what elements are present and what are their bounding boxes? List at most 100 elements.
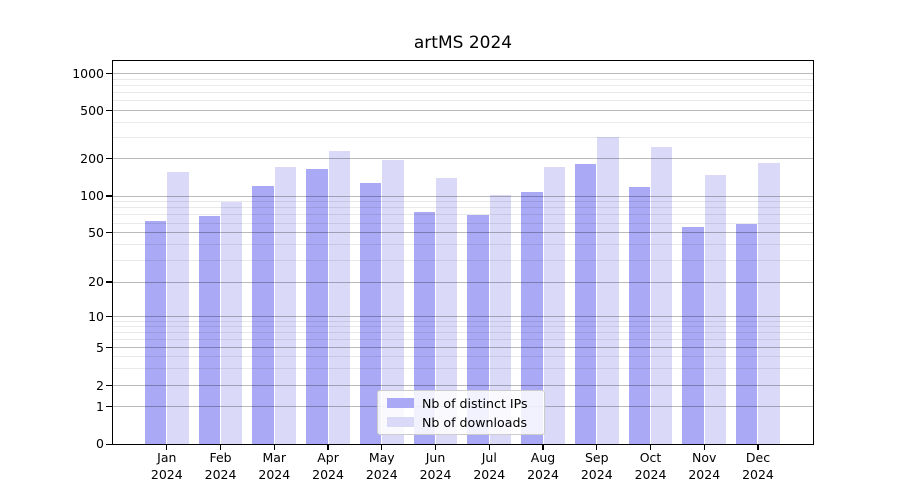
- y-tick-mark: [106, 195, 113, 197]
- x-tick-mark: [542, 444, 544, 450]
- legend-label-distinct-ips: Nb of distinct IPs: [422, 395, 528, 411]
- gridline-minor: [113, 332, 813, 334]
- gridline-minor: [113, 368, 813, 370]
- y-axis-tick-label: 20: [88, 274, 104, 289]
- bar-distinct-ips: [144, 221, 167, 444]
- y-axis-tick-label: 5: [96, 339, 104, 355]
- x-tick-mark: [219, 444, 222, 450]
- bar-distinct-ips: [306, 169, 328, 444]
- y-axis-tick-label: 0: [96, 436, 104, 452]
- legend: Nb of distinct IPs Nb of downloads: [377, 390, 545, 435]
- gridline-minor: [113, 259, 813, 261]
- y-axis-tick-label: 200: [80, 150, 104, 166]
- x-axis-tick-label: Jun 2024: [419, 450, 452, 482]
- bar-downloads: [651, 147, 673, 444]
- y-tick-mark: [106, 347, 113, 349]
- gridline-major: [113, 158, 813, 160]
- bar-distinct-ips: [574, 164, 597, 444]
- x-tick-mark: [327, 444, 329, 450]
- gridline-minor: [113, 356, 813, 358]
- y-axis-tick-label: 50: [88, 224, 104, 240]
- legend-item-downloads: Nb of downloads: [378, 415, 544, 430]
- x-axis-tick-label: Apr 2024: [312, 450, 344, 482]
- gridline-major: [113, 232, 813, 234]
- gridline-minor: [113, 100, 813, 102]
- x-axis-tick-label: Sep 2024: [580, 450, 613, 482]
- gridline-minor: [113, 84, 813, 86]
- bar-distinct-ips: [521, 191, 543, 444]
- bar-distinct-ips: [736, 223, 758, 444]
- gridline-minor: [113, 320, 813, 322]
- gridline-major: [113, 110, 813, 112]
- legend-swatch-downloads: [387, 417, 414, 427]
- y-axis-tick-label: 1000: [72, 65, 104, 81]
- bar-downloads: [704, 174, 727, 444]
- x-tick-mark: [649, 444, 652, 450]
- bar-downloads: [274, 167, 297, 444]
- y-tick-mark: [106, 406, 113, 408]
- y-tick-mark: [106, 110, 113, 112]
- y-tick-mark: [106, 385, 113, 387]
- gridline-minor: [113, 136, 813, 138]
- gridline-major: [113, 347, 813, 349]
- y-tick-mark: [106, 316, 113, 318]
- y-axis-tick-label: 1: [96, 398, 104, 414]
- x-axis-tick-label: May 2024: [365, 450, 398, 482]
- gridline-minor: [113, 121, 813, 123]
- gridline-major: [113, 281, 813, 283]
- bar-distinct-ips: [198, 215, 221, 444]
- y-axis-tick-label: 2: [96, 377, 104, 393]
- plot-area: Nb of distinct IPs Nb of downloads 0 1 2 5 1…: [72, 60, 814, 482]
- chart-title: artMS 2024: [413, 33, 513, 53]
- bar-distinct-ips: [467, 214, 489, 444]
- y-tick-mark: [106, 72, 113, 75]
- bar-downloads: [543, 167, 565, 444]
- y-tick-mark: [106, 281, 113, 283]
- y-tick-mark: [106, 232, 113, 234]
- bar-distinct-ips: [413, 211, 436, 444]
- bar-distinct-ips: [359, 182, 382, 444]
- gridline-minor: [113, 214, 813, 216]
- x-axis-tick-label: Jul 2024: [473, 450, 506, 482]
- x-axis-tick-label: Nov 2024: [688, 450, 721, 482]
- x-tick-mark: [703, 444, 705, 450]
- bar-downloads: [167, 172, 189, 444]
- y-axis-tick-label: 500: [80, 102, 104, 118]
- x-tick-mark: [166, 444, 168, 450]
- x-axis-tick-label: Feb 2024: [204, 450, 237, 482]
- bar-downloads: [597, 137, 619, 444]
- bar-distinct-ips: [252, 186, 274, 444]
- gridline-major: [113, 385, 813, 387]
- bar-downloads: [328, 151, 350, 444]
- x-tick-mark: [757, 444, 759, 450]
- gridline-major: [113, 195, 813, 197]
- x-axis-tick-label: Mar 2024: [258, 450, 291, 482]
- bar-distinct-ips: [682, 226, 704, 444]
- bar-downloads: [382, 159, 404, 444]
- gridline-minor: [113, 326, 813, 328]
- gridline-minor: [113, 92, 813, 94]
- x-axis-tick-label: Jan 2024: [150, 450, 183, 482]
- x-tick-mark: [434, 444, 437, 450]
- y-tick-mark: [106, 443, 113, 445]
- y-axis-tick-label: 100: [80, 188, 104, 203]
- bar-distinct-ips: [628, 187, 650, 444]
- x-axis-tick-label: Dec 2024: [742, 450, 774, 482]
- x-tick-mark: [596, 444, 598, 450]
- legend-label-downloads: Nb of downloads: [422, 414, 528, 430]
- y-axis-tick-label: 10: [88, 308, 104, 324]
- x-axis-tick-label: Oct 2024: [634, 450, 667, 482]
- gridline-minor: [113, 339, 813, 341]
- gridline-minor: [113, 244, 813, 246]
- y-tick-mark: [106, 158, 113, 160]
- gridline-minor: [113, 78, 813, 80]
- x-axis-tick-label: Aug 2024: [527, 450, 559, 482]
- gridline-major: [113, 316, 813, 318]
- bar-downloads: [436, 177, 458, 444]
- x-tick-mark: [381, 444, 383, 450]
- x-tick-mark: [273, 444, 275, 450]
- gridline-minor: [113, 222, 813, 224]
- x-tick-mark: [488, 444, 490, 450]
- bar-downloads: [489, 195, 512, 444]
